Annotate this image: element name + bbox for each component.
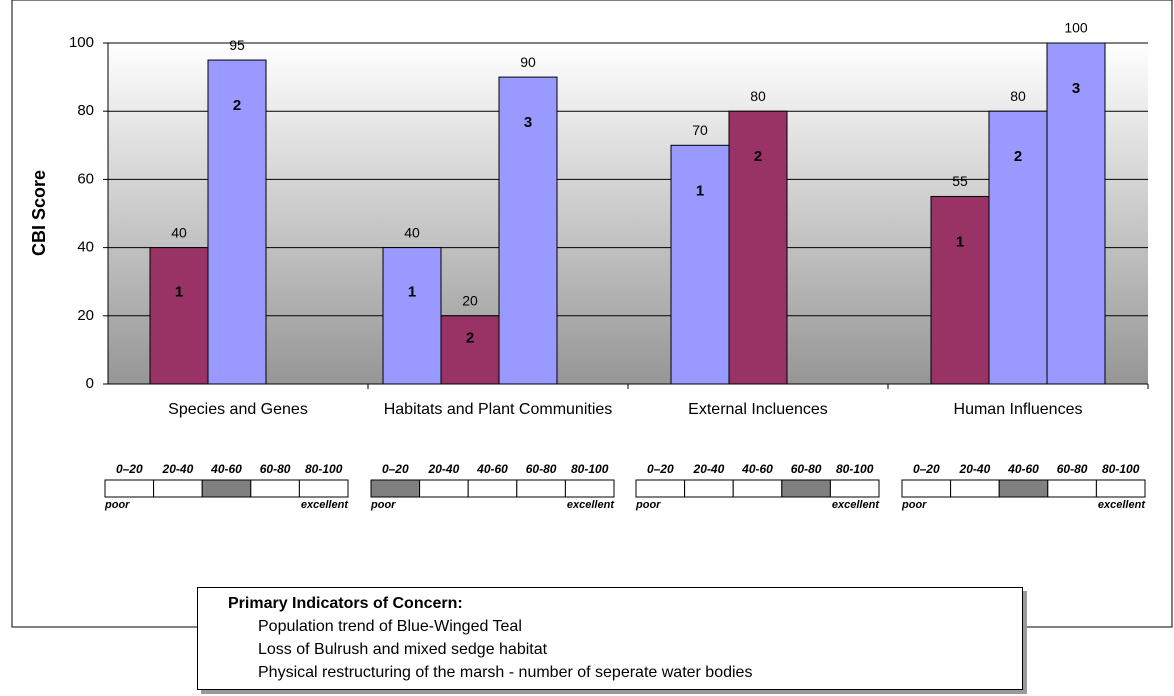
y-tick-label: 40 (77, 239, 94, 256)
scale-cell (298, 479, 349, 498)
bar-label: 2 (466, 329, 474, 346)
scale-range: 40-60 (210, 462, 242, 476)
scale-cell (829, 479, 880, 498)
value-label: 40 (171, 224, 187, 240)
scale-range: 0–20 (913, 462, 940, 476)
value-label: 80 (1010, 88, 1026, 104)
bar-label: 1 (696, 182, 704, 199)
bar-label: 1 (956, 233, 964, 250)
bar-label: 3 (524, 114, 532, 131)
bar-label: 1 (175, 284, 183, 301)
scale-cell (1047, 479, 1097, 498)
scale-cell (201, 479, 252, 498)
scale-cell (370, 479, 421, 498)
scale-range: 60-80 (791, 462, 822, 476)
value-label: 40 (404, 224, 420, 240)
scale-range: 0–20 (116, 462, 143, 476)
scale-range: 20-40 (428, 462, 460, 476)
scale-range: 80-100 (1102, 462, 1140, 476)
notes-item: Physical restructuring of the marsh - nu… (258, 664, 753, 681)
scale-cell (250, 479, 300, 498)
x-tick-label: Species and Genes (168, 401, 308, 418)
scale-cell (635, 479, 686, 498)
value-label: 70 (692, 122, 708, 138)
scale-range: 0–20 (647, 462, 674, 476)
bar-label: 2 (233, 97, 241, 114)
scale-range: 80-100 (305, 462, 343, 476)
scale-range: 60-80 (260, 462, 291, 476)
x-tick-label: External Incluences (688, 401, 828, 418)
bar-label: 1 (408, 284, 416, 301)
notes-title: Primary Indicators of Concern: (228, 595, 463, 612)
scale-cell (732, 479, 783, 498)
bar (1046, 42, 1106, 385)
bar-label: 2 (754, 148, 762, 165)
bar (149, 247, 209, 385)
scale-range: 20-40 (693, 462, 725, 476)
scale-range: 40-60 (476, 462, 508, 476)
bar (670, 144, 730, 385)
value-label: 80 (750, 88, 766, 104)
bar (440, 315, 500, 385)
bar (930, 195, 990, 385)
x-tick-label: Habitats and Plant Communities (383, 401, 613, 418)
value-label: 95 (229, 37, 245, 53)
scale-range: 60-80 (526, 462, 557, 476)
bar (728, 110, 788, 385)
scale-range: 40-60 (741, 462, 773, 476)
scale-cell (153, 479, 203, 498)
value-label: 20 (462, 293, 478, 309)
y-tick-label: 100 (69, 34, 94, 51)
bar (988, 110, 1048, 385)
scale-cell (950, 479, 1000, 498)
scale-range: 20-40 (959, 462, 991, 476)
scale-cell (419, 479, 469, 498)
scale-range: 80-100 (836, 462, 874, 476)
scale-high: excellent (567, 499, 615, 511)
scale-cell (516, 479, 566, 498)
value-label: 100 (1064, 20, 1088, 36)
scale-high: excellent (301, 499, 349, 511)
scale-cell (998, 479, 1049, 498)
scale-range: 0–20 (382, 462, 409, 476)
notes-item: Loss of Bulrush and mixed sedge habitat (258, 641, 548, 658)
scale-low: poor (635, 499, 661, 511)
scale-cell (781, 479, 831, 498)
bar (207, 59, 267, 385)
scale-low: poor (104, 499, 130, 511)
y-axis-label: CBI Score (29, 170, 49, 256)
y-tick-label: 20 (77, 307, 94, 324)
value-label: 55 (952, 173, 968, 189)
scale-high: excellent (1098, 499, 1146, 511)
scale-low: poor (901, 499, 927, 511)
scale-range: 60-80 (1057, 462, 1088, 476)
scale-range: 80-100 (571, 462, 609, 476)
scale-cell (684, 479, 734, 498)
scale-low: poor (370, 499, 396, 511)
scale-cell (1095, 479, 1146, 498)
y-tick-label: 0 (86, 375, 94, 392)
bar-label: 3 (1072, 80, 1080, 97)
scale-high: excellent (832, 499, 880, 511)
scale-cell (564, 479, 615, 498)
bar (382, 247, 442, 385)
notes-box: Primary Indicators of Concern: Populatio… (197, 587, 1023, 690)
scale-range: 20-40 (162, 462, 194, 476)
notes-item: Population trend of Blue-Winged Teal (258, 618, 522, 635)
bar (498, 76, 558, 385)
y-tick-label: 60 (77, 170, 94, 187)
scale-range: 40-60 (1007, 462, 1039, 476)
y-tick-label: 80 (77, 102, 94, 119)
scale-cell (467, 479, 518, 498)
x-tick-label: Human Influences (953, 401, 1083, 418)
scale-cell (104, 479, 155, 498)
scale-cell (901, 479, 952, 498)
value-label: 90 (520, 54, 536, 70)
bar-label: 2 (1014, 148, 1022, 165)
